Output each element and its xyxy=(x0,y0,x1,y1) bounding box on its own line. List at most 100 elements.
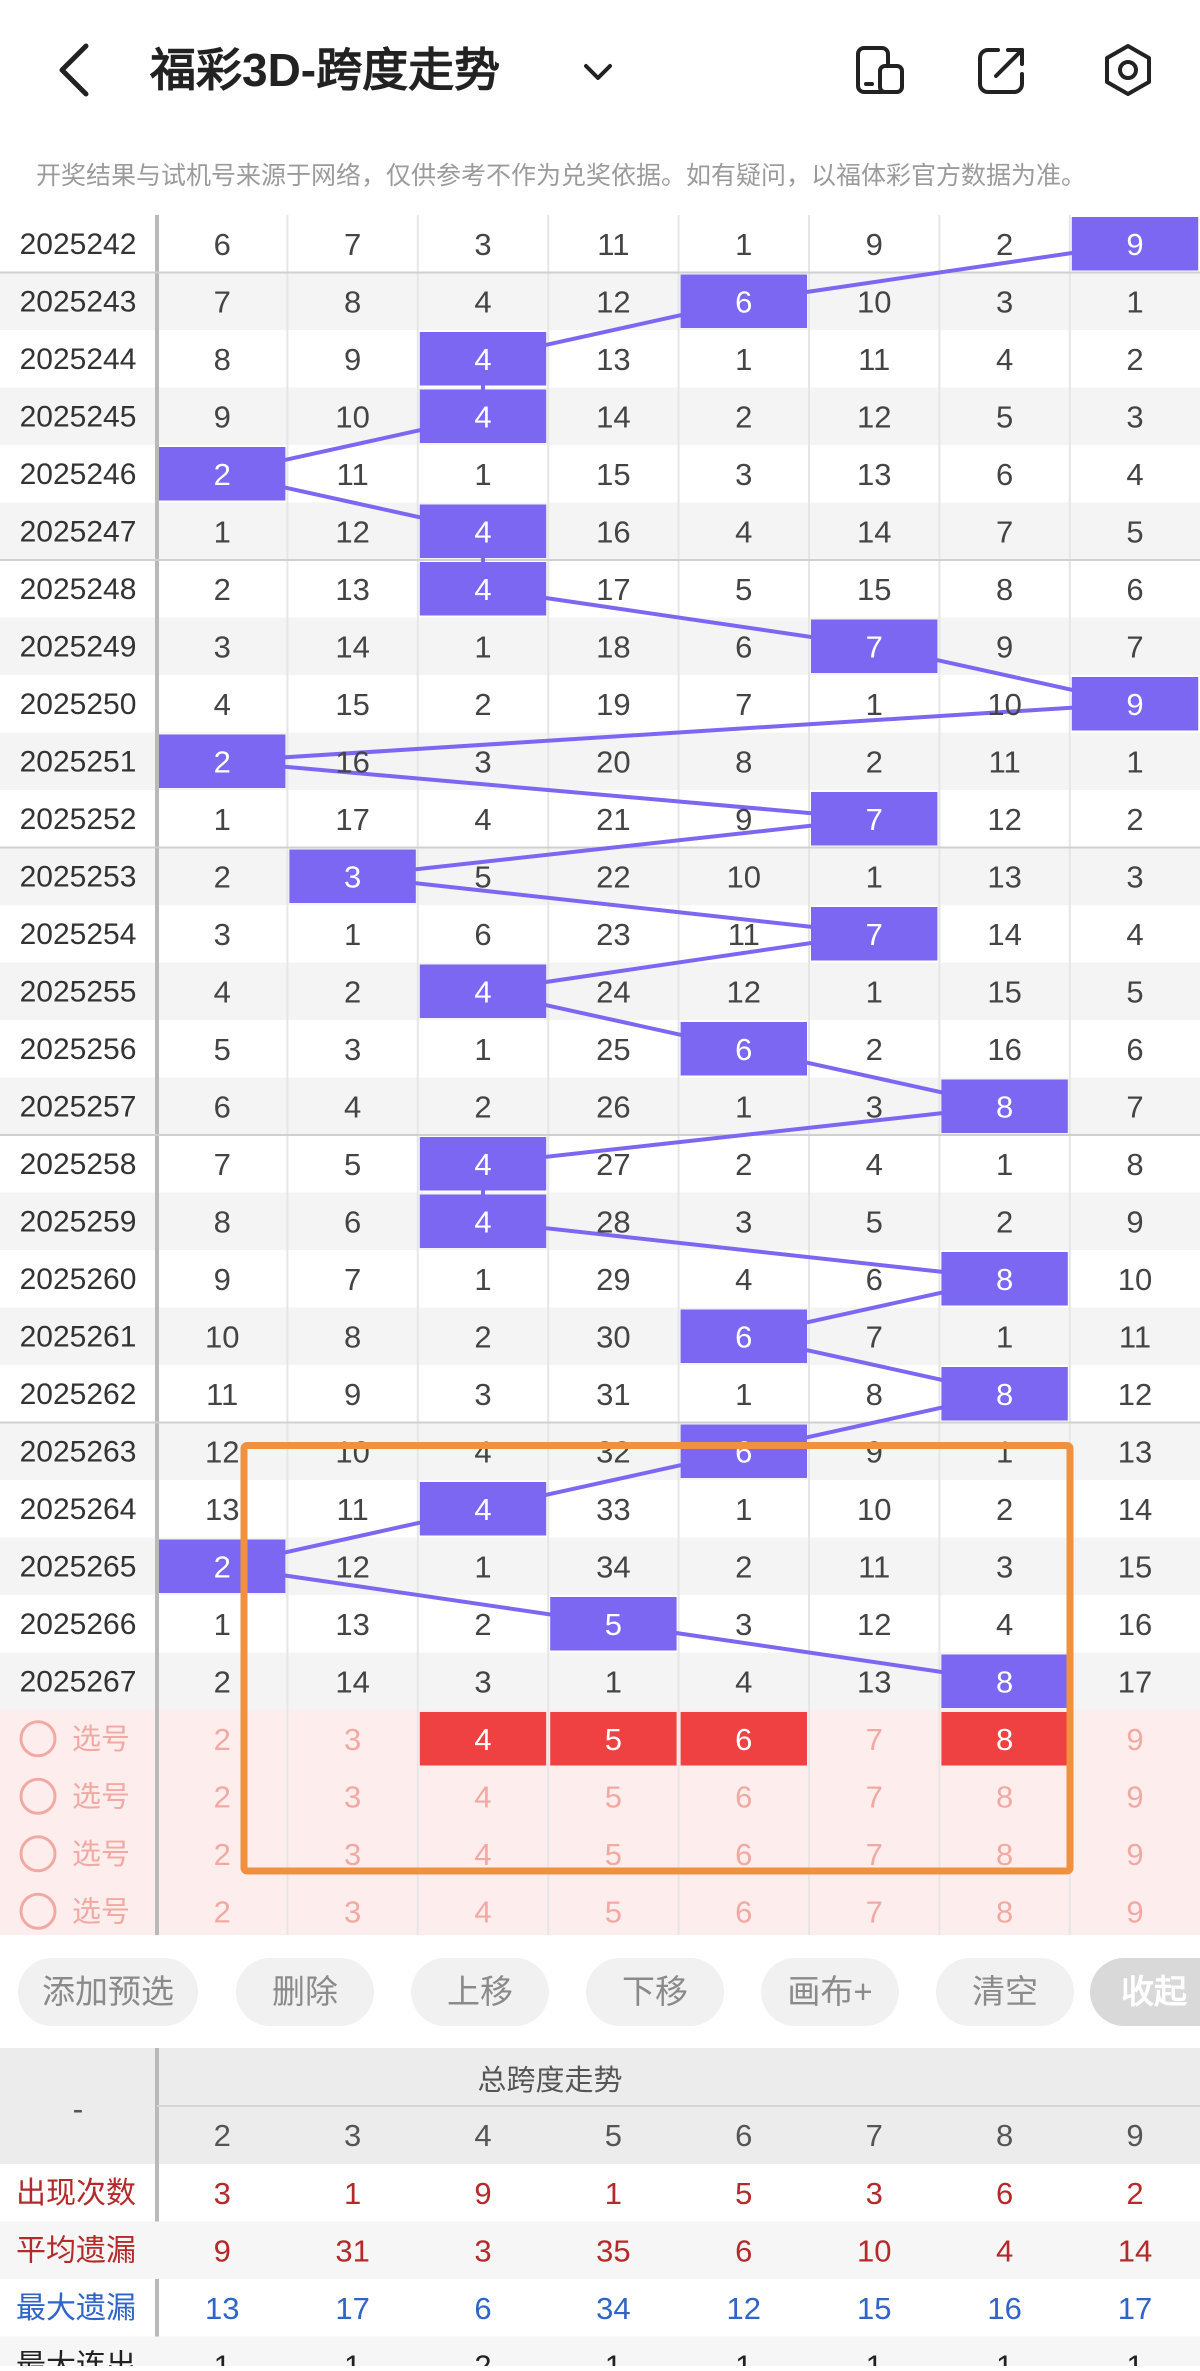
hit-cell-value[interactable]: 8 xyxy=(996,1377,1013,1412)
pick-cell[interactable]: 5 xyxy=(605,1894,622,1929)
hit-cell[interactable] xyxy=(1071,217,1199,271)
pick-cell[interactable]: 7 xyxy=(866,1837,883,1872)
hit-cell[interactable] xyxy=(419,389,547,444)
clear-button[interactable]: 清空 xyxy=(936,1958,1074,2026)
hit-cell[interactable] xyxy=(419,1137,547,1191)
hit-cell[interactable] xyxy=(811,619,938,674)
pick-cell[interactable]: 5 xyxy=(605,1722,622,1757)
move-up-button[interactable]: 上移 xyxy=(411,1958,549,2026)
hit-cell-value[interactable]: 6 xyxy=(735,284,752,319)
hit-cell[interactable] xyxy=(680,1309,807,1364)
pick-cell-selected[interactable] xyxy=(680,1712,807,1766)
hit-cell-value[interactable]: 4 xyxy=(474,342,491,377)
pick-cell-selected[interactable] xyxy=(550,1712,677,1766)
hit-cell[interactable] xyxy=(289,849,416,904)
move-down-button[interactable]: 下移 xyxy=(586,1958,724,2026)
pick-cell[interactable]: 5 xyxy=(605,1779,622,1814)
chevron-down-icon[interactable] xyxy=(578,52,618,92)
pick-cell[interactable]: 2 xyxy=(214,1894,231,1929)
pick-cell[interactable]: 9 xyxy=(1126,1837,1143,1872)
hit-cell[interactable] xyxy=(941,1079,1068,1134)
hit-cell[interactable] xyxy=(419,562,547,616)
device-layout-icon[interactable] xyxy=(852,42,908,98)
pick-cell[interactable]: 3 xyxy=(344,1894,361,1929)
pick-radio[interactable] xyxy=(19,1835,57,1873)
hit-cell-value[interactable]: 7 xyxy=(866,917,883,952)
hit-cell[interactable] xyxy=(680,1424,807,1479)
pick-cell[interactable]: 2 xyxy=(214,1722,231,1757)
hit-cell[interactable] xyxy=(419,964,547,1019)
pick-cell[interactable]: 8 xyxy=(996,1837,1013,1872)
delete-button[interactable]: 删除 xyxy=(236,1958,374,2026)
hit-cell[interactable] xyxy=(419,1194,547,1249)
hit-cell[interactable] xyxy=(550,1597,677,1651)
hit-cell-value[interactable]: 4 xyxy=(474,572,491,607)
hit-cell-value[interactable]: 7 xyxy=(866,802,883,837)
hit-cell[interactable] xyxy=(941,1367,1068,1421)
pick-cell[interactable]: 9 xyxy=(1126,1779,1143,1814)
hit-cell-value[interactable]: 6 xyxy=(735,1319,752,1354)
hit-cell-value[interactable]: 2 xyxy=(214,744,231,779)
pick-cell[interactable]: 3 xyxy=(344,1837,361,1872)
pick-cell[interactable]: 9 xyxy=(1126,1894,1143,1929)
hit-cell-value[interactable]: 3 xyxy=(344,859,361,894)
pick-cell[interactable]: 7 xyxy=(866,1894,883,1929)
settings-icon[interactable] xyxy=(1100,42,1156,98)
hit-cell[interactable] xyxy=(419,332,547,386)
collapse-button[interactable]: 收起 xyxy=(1090,1958,1200,2026)
hit-cell[interactable] xyxy=(159,1539,286,1594)
pick-cell-selected[interactable] xyxy=(941,1712,1068,1766)
pick-cell[interactable]: 5 xyxy=(605,1837,622,1872)
hit-cell-value[interactable]: 4 xyxy=(474,1147,491,1182)
hit-cell[interactable] xyxy=(680,274,807,329)
pick-cell[interactable]: 4 xyxy=(474,1837,491,1872)
canvas-add-button[interactable]: 画布+ xyxy=(761,1958,899,2026)
hit-cell[interactable] xyxy=(680,1022,807,1076)
pick-cell[interactable]: 2 xyxy=(214,1837,231,1872)
pick-radio[interactable] xyxy=(19,1777,57,1815)
pick-cell[interactable]: 9 xyxy=(1126,1722,1143,1757)
hit-cell-value[interactable]: 5 xyxy=(605,1607,622,1642)
pick-cell[interactable]: 2 xyxy=(214,1779,231,1814)
hit-cell-value[interactable]: 4 xyxy=(474,1204,491,1239)
hit-cell-value[interactable]: 8 xyxy=(996,1664,1013,1699)
pick-cell[interactable]: 3 xyxy=(344,1722,361,1757)
hit-cell[interactable] xyxy=(159,447,286,501)
pick-cell[interactable]: 6 xyxy=(735,1894,752,1929)
hit-cell-value[interactable]: 4 xyxy=(474,399,491,434)
hit-cell-value[interactable]: 6 xyxy=(735,1434,752,1469)
pick-radio[interactable] xyxy=(19,1892,57,1930)
pick-cell[interactable]: 7 xyxy=(866,1779,883,1814)
page-title[interactable]: 福彩3D-跨度走势 xyxy=(150,44,501,96)
hit-cell-value[interactable]: 2 xyxy=(214,457,231,492)
hit-cell-value[interactable]: 4 xyxy=(474,974,491,1009)
hit-cell[interactable] xyxy=(941,1252,1068,1306)
hit-cell[interactable] xyxy=(419,1482,547,1536)
hit-cell-value[interactable]: 4 xyxy=(474,514,491,549)
hit-cell-value[interactable]: 6 xyxy=(735,1032,752,1067)
pick-cell[interactable]: 8 xyxy=(996,1894,1013,1929)
pick-cell[interactable]: 3 xyxy=(344,1779,361,1814)
hit-cell-value[interactable]: 4 xyxy=(474,1492,491,1527)
pick-cell[interactable]: 8 xyxy=(996,1722,1013,1757)
pick-cell[interactable]: 8 xyxy=(996,1779,1013,1814)
hit-cell-value[interactable]: 8 xyxy=(996,1262,1013,1297)
pick-cell[interactable]: 6 xyxy=(735,1837,752,1872)
share-icon[interactable] xyxy=(974,42,1030,98)
pick-cell[interactable]: 6 xyxy=(735,1722,752,1757)
pick-radio[interactable] xyxy=(19,1720,57,1758)
hit-cell-value[interactable]: 8 xyxy=(996,1089,1013,1124)
hit-cell-value[interactable]: 2 xyxy=(214,1549,231,1584)
add-preselect-button[interactable]: 添加预选 xyxy=(18,1958,198,2026)
hit-cell[interactable] xyxy=(419,504,547,559)
hit-cell-value[interactable]: 7 xyxy=(866,629,883,664)
pick-cell[interactable]: 6 xyxy=(735,1779,752,1814)
pick-cell[interactable]: 4 xyxy=(474,1779,491,1814)
pick-cell[interactable]: 4 xyxy=(474,1894,491,1929)
hit-cell[interactable] xyxy=(941,1654,1068,1709)
pick-cell[interactable]: 7 xyxy=(866,1722,883,1757)
hit-cell-value[interactable]: 9 xyxy=(1126,687,1143,722)
hit-cell[interactable] xyxy=(159,734,286,789)
pick-cell-selected[interactable] xyxy=(419,1712,547,1766)
hit-cell[interactable] xyxy=(811,907,938,961)
